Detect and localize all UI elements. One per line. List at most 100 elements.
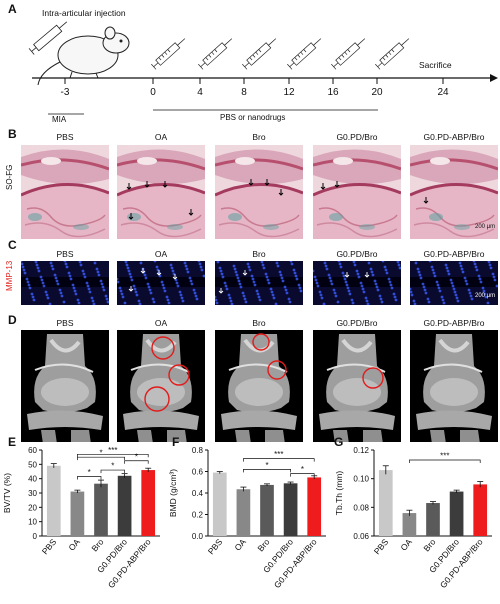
mmp-row-label: MMP-13 xyxy=(5,260,14,291)
category-label: G0.PD-ABP/Bro xyxy=(272,537,319,590)
y-axis-label: Tb.Th (mm) xyxy=(334,471,344,516)
sofg-row-label: SO-FG xyxy=(5,164,14,190)
bar xyxy=(70,491,85,536)
mmp-col-label: Bro xyxy=(252,249,266,259)
arrow-marker xyxy=(162,181,168,188)
y-tick-label: 20 xyxy=(28,503,37,512)
timeline-tick-label: 24 xyxy=(437,87,449,98)
syringe-series xyxy=(151,38,410,70)
bar xyxy=(378,470,393,536)
syringe-icon xyxy=(242,38,277,70)
lesion-circle xyxy=(168,364,190,386)
bar xyxy=(236,489,251,536)
microct-col-label: PBS xyxy=(56,318,74,328)
sofg-col-label: OA xyxy=(154,132,168,142)
microct-image xyxy=(21,330,109,442)
arrow-marker xyxy=(128,213,134,220)
mmp13-image xyxy=(117,261,205,305)
bar xyxy=(402,513,417,536)
sofg-image xyxy=(410,145,498,239)
panel-c-label: C xyxy=(8,238,17,252)
sofg-image xyxy=(21,145,109,239)
mmp-col-label: PBS xyxy=(56,249,74,259)
bar xyxy=(449,491,464,536)
y-tick-label: 0.12 xyxy=(353,446,369,455)
significance-bracket xyxy=(243,458,315,462)
y-tick-label: 0.10 xyxy=(353,475,369,484)
microct-col-label: G0.PD/Bro xyxy=(336,318,378,328)
arrow-marker xyxy=(423,197,429,204)
microct-image xyxy=(410,330,498,442)
mmp-col-label: OA xyxy=(154,249,168,259)
arrow-marker xyxy=(126,183,132,190)
mia-label: MIA xyxy=(52,115,67,124)
sofg-col-label: PBS xyxy=(56,132,74,142)
sofg-image xyxy=(313,145,401,239)
arrow-marker xyxy=(248,179,254,186)
syringe-icon xyxy=(198,38,233,70)
arrow-marker xyxy=(320,183,326,190)
y-tick-label: 60 xyxy=(28,446,37,455)
arrow-marker xyxy=(264,179,270,186)
sacrifice-label: Sacrifice xyxy=(419,60,452,70)
mouse-icon xyxy=(37,26,130,86)
treatment-label: PBS or nanodrugs xyxy=(220,113,286,122)
microct-image xyxy=(313,330,401,442)
bar xyxy=(307,477,322,536)
category-label: PBS xyxy=(372,537,391,557)
bar xyxy=(283,483,298,536)
microct-image xyxy=(117,330,205,442)
timeline-tick-label: -3 xyxy=(60,87,70,98)
significance-label: * xyxy=(135,452,138,461)
significance-bracket xyxy=(124,460,149,464)
significance-bracket xyxy=(409,459,481,464)
arrow-marker xyxy=(334,181,340,188)
syringe-icon xyxy=(287,38,322,70)
category-label: OA xyxy=(66,537,82,553)
y-tick-label: 0.8 xyxy=(192,446,204,455)
arrow-marker xyxy=(144,181,150,188)
timeline-tick-label: 4 xyxy=(197,87,203,98)
category-label: PBS xyxy=(40,537,59,557)
panel-b-label: B xyxy=(8,127,17,141)
sofg-col-label: Bro xyxy=(252,132,266,142)
y-tick-label: 0.4 xyxy=(192,489,204,498)
y-tick-label: 0.08 xyxy=(353,503,369,512)
bar xyxy=(141,470,156,536)
microct-col-label: OA xyxy=(154,318,168,328)
y-tick-label: 10 xyxy=(28,518,37,527)
bar xyxy=(260,484,274,536)
panel-g-label: G xyxy=(334,435,344,449)
bar xyxy=(46,465,61,536)
arrow-marker xyxy=(172,274,178,280)
category-label: PBS xyxy=(206,537,225,557)
significance-label: * xyxy=(99,449,102,458)
category-label: Bro xyxy=(89,537,105,554)
mmp13-image xyxy=(21,261,109,305)
syringe-icon xyxy=(151,38,186,70)
mmp13-image xyxy=(410,261,498,305)
arrow-marker xyxy=(278,189,284,196)
sofg-image xyxy=(215,145,303,239)
category-label: G0.PD-ABP/Bro xyxy=(438,537,485,590)
y-tick-label: 30 xyxy=(28,489,37,498)
sofg-col-label: G0.PD-ABP/Bro xyxy=(423,132,485,142)
sofg-col-label: G0.PD/Bro xyxy=(336,132,378,142)
category-label: Bro xyxy=(421,537,437,554)
timeline-tick-label: 20 xyxy=(371,87,383,98)
timeline-tick-label: 8 xyxy=(241,87,247,98)
significance-bracket xyxy=(77,453,149,458)
mmp-col-label: G0.PD-ABP/Bro xyxy=(423,249,485,259)
category-label: OA xyxy=(398,537,414,553)
bar xyxy=(426,503,440,536)
y-tick-label: 0.6 xyxy=(192,468,204,477)
microct-image xyxy=(215,330,303,442)
bar xyxy=(94,483,108,536)
y-tick-label: 0.2 xyxy=(192,511,204,520)
panel-a-label: A xyxy=(8,2,17,16)
y-tick-label: 0.0 xyxy=(192,532,204,541)
timeline-tick-label: 16 xyxy=(327,87,339,98)
